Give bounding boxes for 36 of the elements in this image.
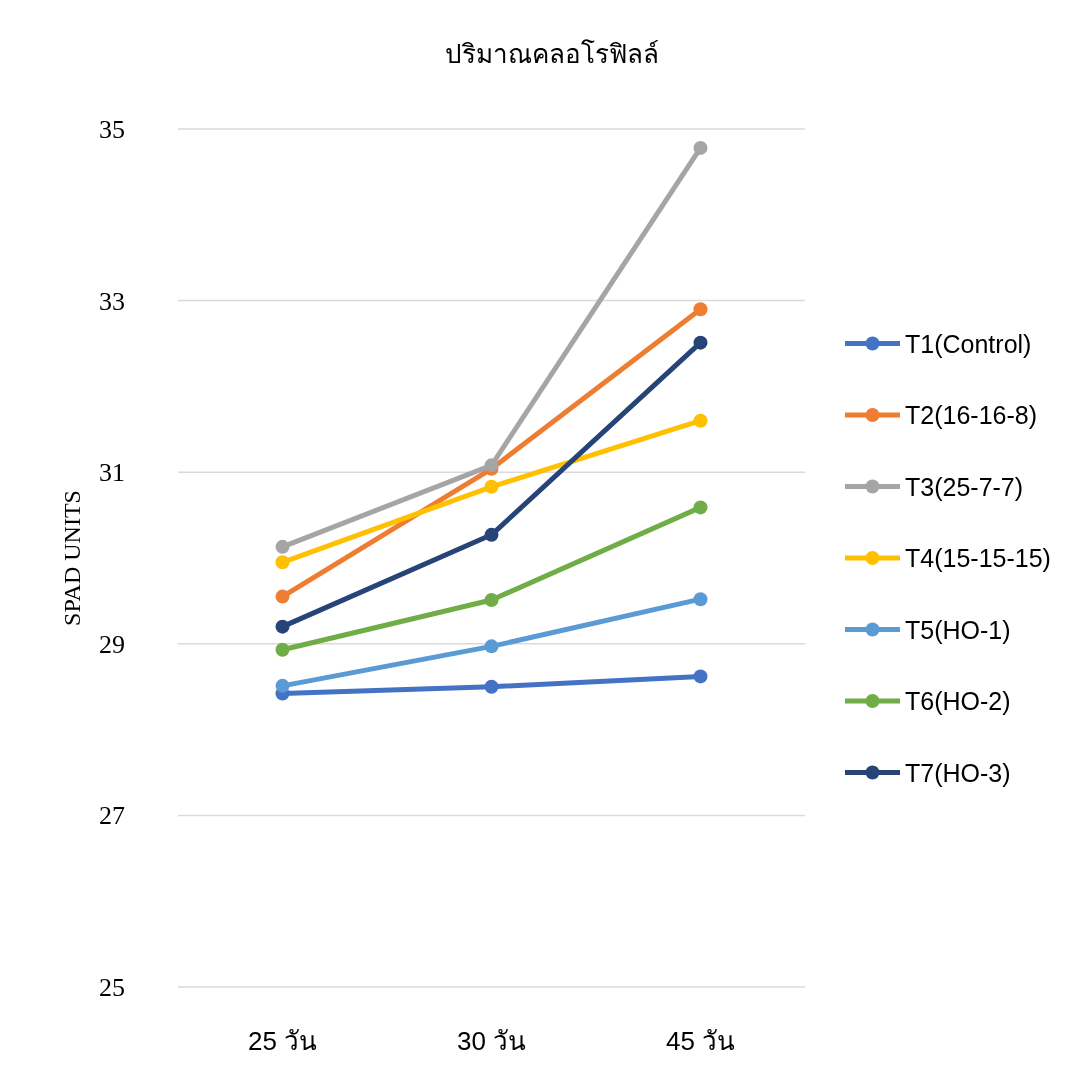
y-tick-label: 29 — [99, 629, 125, 659]
legend-label: T6(HO-2) — [905, 687, 1011, 715]
x-tick-label: 25 วัน — [247, 1026, 318, 1056]
point — [484, 593, 499, 608]
point — [275, 619, 290, 634]
point — [275, 589, 290, 604]
y-tick-label: 27 — [99, 801, 125, 831]
point — [275, 539, 290, 554]
point — [275, 555, 290, 570]
y-tick-label: 33 — [99, 286, 125, 316]
legend-label: T3(25-7-7) — [905, 472, 1024, 501]
point — [693, 335, 708, 350]
point — [693, 669, 708, 684]
y-tick-label: 35 — [99, 115, 125, 144]
point — [275, 678, 290, 693]
x-tick-label: 45 วัน — [665, 1026, 736, 1056]
legend-label: T5(HO-1) — [905, 615, 1011, 644]
chart-title: ปริมาณคลอโรฟิลล์ — [444, 39, 659, 69]
x-tick-label: 30 วัน — [456, 1026, 527, 1056]
point — [484, 639, 499, 654]
legend-label: T7(HO-3) — [905, 758, 1011, 787]
legend-label: T1(Control) — [905, 329, 1032, 358]
point — [693, 302, 708, 317]
y-tick-label: 31 — [99, 458, 125, 488]
point — [693, 592, 708, 607]
point — [693, 500, 708, 515]
point — [484, 679, 499, 694]
legend-label: T2(16-16-8) — [905, 401, 1037, 429]
point — [693, 413, 708, 428]
y-axis-title: SPAD UNITS — [59, 490, 85, 626]
y-tick-label: 25 — [99, 973, 125, 1002]
point — [693, 140, 708, 155]
point — [484, 479, 499, 494]
legend-label: T4(15-15-15) — [905, 544, 1051, 572]
point — [484, 527, 499, 542]
point — [275, 642, 290, 657]
